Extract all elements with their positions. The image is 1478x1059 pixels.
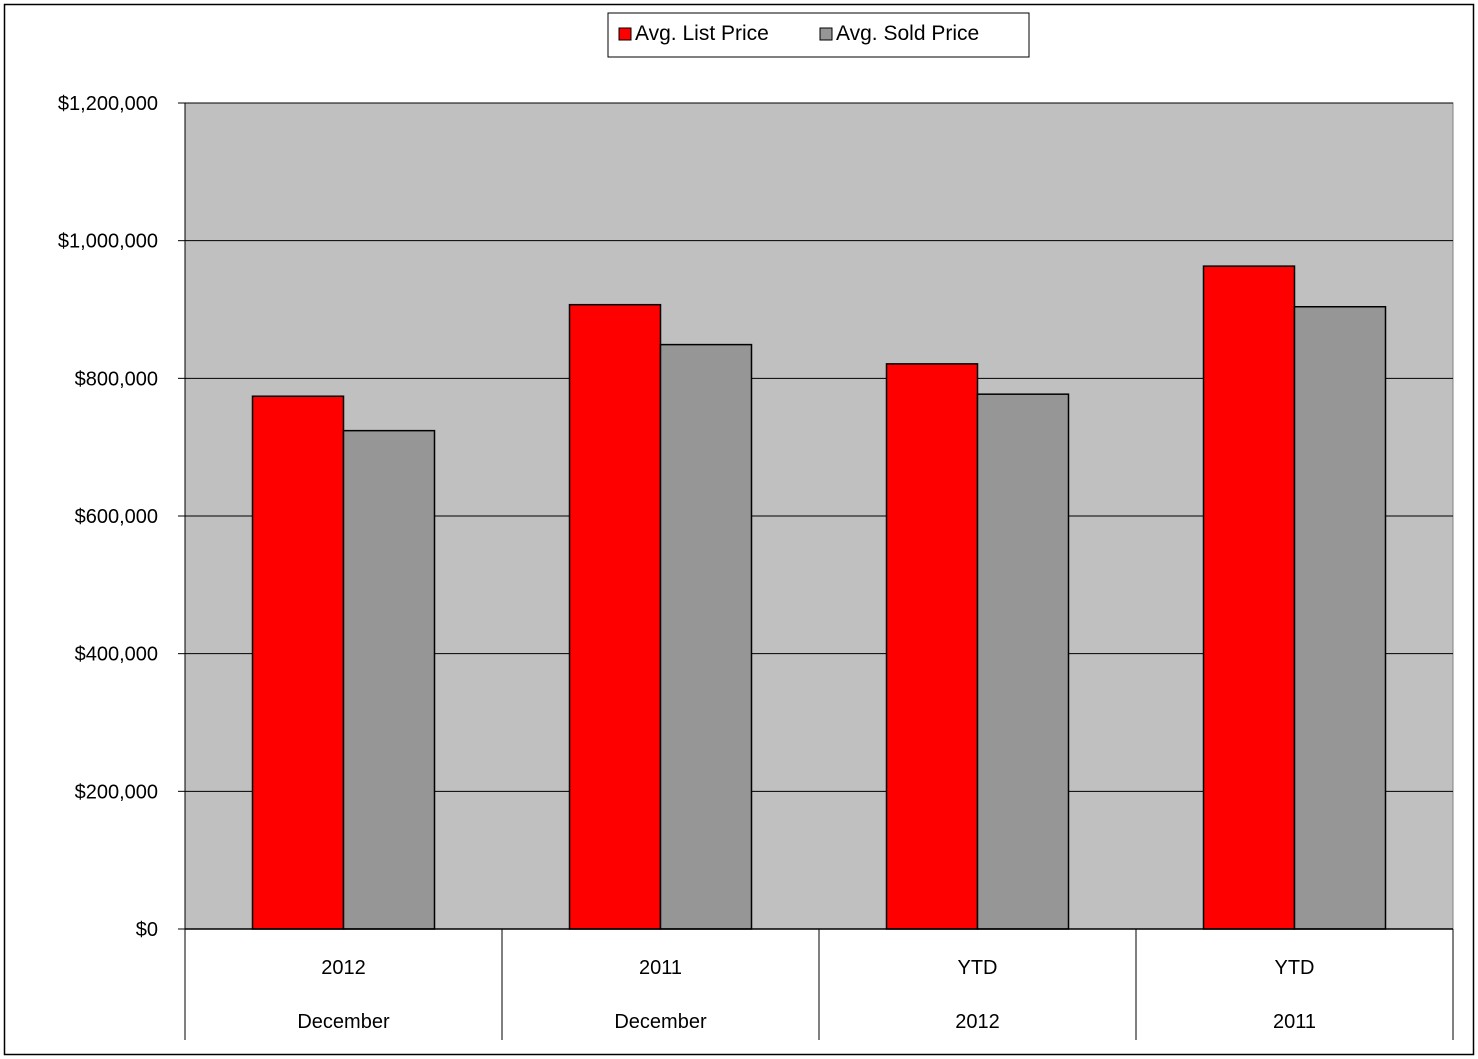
plot-area [184, 102, 1454, 930]
legend: Avg. List Price Avg. Sold Price [607, 12, 1030, 58]
legend-swatch [819, 27, 833, 41]
bar [976, 393, 1070, 930]
legend-box [607, 12, 1030, 58]
bar [568, 303, 662, 930]
legend-label: Avg. List Price [635, 22, 769, 45]
y-tick-label: $800,000 [75, 368, 158, 390]
legend-swatch [618, 27, 632, 41]
y-tick-label: $1,000,000 [58, 231, 158, 253]
y-tick-label: $200,000 [75, 781, 158, 803]
x-tick-label: YTD [1275, 957, 1315, 979]
bar [1202, 265, 1296, 930]
bar [659, 343, 753, 930]
x-group-label: 2012 [955, 1011, 1000, 1033]
bar [885, 363, 979, 930]
bar [1293, 305, 1387, 930]
x-tick-label: YTD [958, 957, 998, 979]
x-group-label: December [297, 1011, 390, 1033]
y-tick-label: $1,200,000 [58, 93, 158, 115]
y-tick-label: $600,000 [75, 506, 158, 528]
y-tick-label: $0 [136, 919, 158, 941]
x-tick-label: 2011 [639, 957, 682, 979]
axes: $0 $200,000 $400,000 $600,000 $800,000 $1,000… [58, 93, 1454, 1040]
bar [342, 429, 436, 930]
x-group-label: 2011 [1273, 1011, 1316, 1033]
y-tick-label: $400,000 [75, 644, 158, 666]
x-group-label: December [614, 1011, 707, 1033]
x-tick-label: 2012 [321, 957, 366, 979]
bar [251, 395, 345, 930]
legend-label: Avg. Sold Price [836, 22, 979, 45]
